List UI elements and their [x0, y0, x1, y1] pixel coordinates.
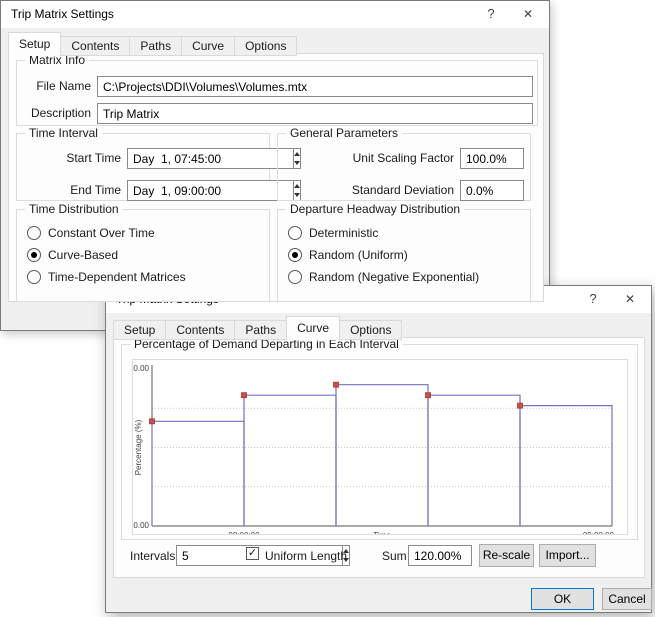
- curve-chart-panel: 30.00 0.00 08:00:00 09:00:00 Time Percentage …: [129, 359, 628, 540]
- tab-curve[interactable]: Curve: [286, 316, 341, 340]
- trip-matrix-settings-dialog-setup: Trip Matrix Settings ? ✕ Setup Contents …: [0, 0, 550, 331]
- radio-label: Curve-Based: [48, 248, 119, 262]
- radio-icon: [288, 248, 302, 262]
- radio-deterministic[interactable]: Deterministic: [288, 226, 378, 240]
- description-input[interactable]: [97, 103, 533, 124]
- group-legend: Departure Headway Distribution: [286, 202, 465, 216]
- titlebar: Trip Matrix Settings ? ✕: [1, 1, 549, 28]
- group-legend: Percentage of Demand Departing in Each I…: [130, 337, 403, 351]
- tab-contents[interactable]: Contents: [60, 36, 131, 56]
- unit-scaling-factor-label: Unit Scaling Factor: [352, 151, 454, 165]
- start-time-label: Start Time: [66, 151, 121, 165]
- help-button[interactable]: ?: [589, 291, 597, 306]
- radio-constant-over-time[interactable]: Constant Over Time: [27, 226, 155, 240]
- radio-label: Random (Uniform): [309, 248, 408, 262]
- radio-icon: [27, 270, 41, 284]
- spin-down-icon[interactable]: [343, 556, 349, 566]
- end-time-label: End Time: [70, 183, 121, 197]
- radio-icon: [27, 226, 41, 240]
- svg-text:30.00: 30.00: [133, 364, 150, 373]
- spin-up-icon[interactable]: [294, 149, 300, 159]
- tab-setup[interactable]: Setup: [8, 32, 62, 56]
- start-time-field: [127, 148, 301, 169]
- cancel-button[interactable]: Cancel: [602, 588, 652, 610]
- radio-icon: [288, 270, 302, 284]
- radio-random-negative-exponential[interactable]: Random (Negative Exponential): [288, 270, 479, 284]
- radio-random-uniform[interactable]: Random (Uniform): [288, 248, 408, 262]
- radio-icon: [288, 226, 302, 240]
- time-interval-group: Time Interval Start Time End Time: [16, 126, 301, 201]
- file-name-input[interactable]: [97, 76, 533, 97]
- group-legend: General Parameters: [286, 126, 403, 140]
- start-time-spinner: [293, 148, 301, 169]
- unit-scaling-factor-input[interactable]: [460, 148, 524, 169]
- spin-down-icon[interactable]: [294, 159, 300, 169]
- checkmark-icon: ✓: [247, 547, 258, 559]
- spin-up-icon[interactable]: [343, 546, 349, 556]
- intervals-input[interactable]: [176, 545, 342, 566]
- matrix-info-group: Matrix Info File Name Description: [16, 53, 538, 126]
- radio-curve-based[interactable]: Curve-Based: [27, 248, 118, 262]
- departure-headway-group: Departure Headway Distribution Determini…: [277, 202, 531, 302]
- tab-options[interactable]: Options: [339, 320, 403, 340]
- group-legend: Matrix Info: [25, 53, 90, 67]
- radio-label: Constant Over Time: [48, 226, 155, 240]
- intervals-field: [176, 545, 350, 566]
- radio-time-dependent-matrices[interactable]: Time-Dependent Matrices: [27, 270, 186, 284]
- svg-text:09:00:00: 09:00:00: [583, 531, 615, 534]
- intervals-label: Intervals: [130, 549, 176, 563]
- end-time-input[interactable]: [127, 180, 293, 201]
- tab-setup[interactable]: Setup: [113, 320, 167, 340]
- radio-label: Random (Negative Exponential): [309, 270, 480, 284]
- tab-strip: Setup Contents Paths Curve Options: [8, 32, 298, 56]
- tab-contents[interactable]: Contents: [165, 320, 236, 340]
- radio-label: Time-Dependent Matrices: [48, 270, 186, 284]
- curve-chart-svg[interactable]: 30.00 0.00 08:00:00 09:00:00 Time Percentage …: [129, 360, 627, 540]
- window-title: Trip Matrix Settings: [11, 7, 114, 21]
- svg-text:Percentage (%): Percentage (%): [134, 419, 143, 475]
- import-button[interactable]: Import...: [539, 544, 596, 567]
- description-label: Description: [30, 106, 91, 120]
- help-button[interactable]: ?: [487, 6, 495, 21]
- spin-up-icon[interactable]: [294, 181, 300, 191]
- intervals-spinner: [342, 545, 350, 566]
- radio-label: Deterministic: [309, 226, 379, 240]
- start-time-input[interactable]: [127, 148, 293, 169]
- general-parameters-group: General Parameters Unit Scaling Factor S…: [277, 126, 531, 201]
- tab-strip: Setup Contents Paths Curve Options: [113, 316, 403, 340]
- spin-down-icon[interactable]: [294, 191, 300, 201]
- svg-text:08:00:00: 08:00:00: [228, 531, 260, 534]
- standard-deviation-label: Standard Deviation: [351, 183, 454, 197]
- curve-chart-group: Percentage of Demand Departing in Each I…: [121, 337, 638, 540]
- close-icon[interactable]: ✕: [624, 292, 636, 306]
- rescale-button[interactable]: Re-scale: [479, 544, 534, 567]
- svg-text:0.00: 0.00: [133, 521, 149, 530]
- tab-options[interactable]: Options: [234, 36, 298, 56]
- group-legend: Time Interval: [25, 126, 102, 140]
- standard-deviation-input[interactable]: [460, 180, 524, 201]
- setup-tab-page: Matrix Info File Name Description Time I…: [8, 53, 544, 302]
- ok-button[interactable]: OK: [531, 588, 594, 610]
- sum-input[interactable]: [408, 545, 472, 566]
- tab-curve[interactable]: Curve: [181, 36, 236, 56]
- radio-icon: [27, 248, 41, 262]
- tab-paths[interactable]: Paths: [234, 320, 288, 340]
- sum-label: Sum: [382, 549, 407, 563]
- file-name-label: File Name: [36, 79, 91, 93]
- close-icon[interactable]: ✕: [522, 7, 534, 21]
- svg-text:Time: Time: [373, 531, 391, 534]
- uniform-length-label: Uniform Length: [265, 549, 348, 563]
- uniform-length-checkbox[interactable]: ✓: [246, 547, 259, 560]
- tab-paths[interactable]: Paths: [129, 36, 183, 56]
- time-distribution-group: Time Distribution Constant Over Time Cur…: [16, 202, 270, 302]
- group-legend: Time Distribution: [25, 202, 123, 216]
- curve-tab-page: Percentage of Demand Departing in Each I…: [113, 337, 645, 578]
- trip-matrix-settings-dialog-curve: Trip Matrix Settings ? ✕ Setup Contents …: [105, 285, 652, 613]
- end-time-field: [127, 180, 301, 201]
